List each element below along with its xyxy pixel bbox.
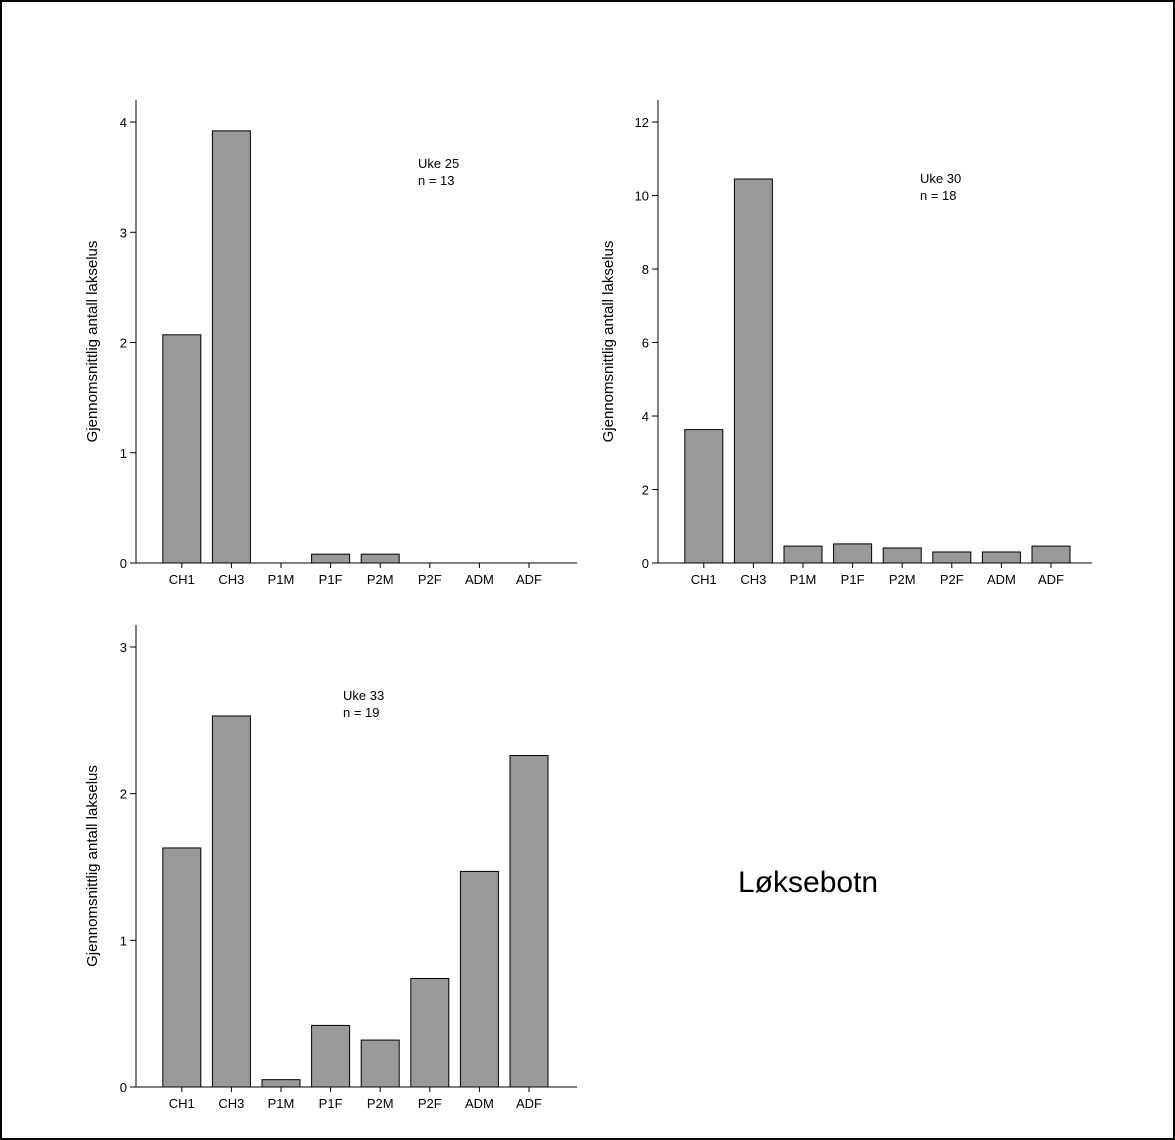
x-tick-label: CH1 [169,572,195,587]
y-tick-label: 0 [120,556,127,571]
bar [211,715,251,1088]
annotation: n = 13 [418,173,455,188]
annotation: Uke 33 [343,688,384,703]
x-tick-label: CH3 [218,572,244,587]
x-tick-label: ADF [516,1096,542,1111]
y-axis-label: Gjennomsnittlig antall lakselus [84,241,101,443]
x-tick-label: CH1 [691,572,717,587]
y-tick-label: 2 [120,787,127,802]
bar [1031,545,1071,564]
x-tick-label: CH3 [218,1096,244,1111]
y-axis-label: Gjennomsnittlig antall lakselus [84,765,101,967]
bar [684,429,724,564]
bar [162,847,202,1088]
x-tick-label: P1F [841,572,865,587]
bar [509,755,549,1088]
x-tick-label: CH3 [740,572,766,587]
annotation: n = 19 [343,705,380,720]
bar [981,551,1021,564]
y-tick-label: 10 [635,189,649,204]
bar [833,543,873,564]
x-tick-label: P2F [418,572,442,587]
x-tick-label: P2M [367,572,394,587]
site-label: Løksebotn [738,866,878,899]
bar [733,178,773,564]
bar [211,130,251,564]
y-tick-label: 4 [120,115,127,130]
annotation: Uke 30 [920,171,961,186]
annotation: Uke 25 [418,156,459,171]
bar [783,545,823,564]
bar [410,977,450,1088]
bar [360,1039,400,1088]
bar [882,547,922,564]
x-tick-label: CH1 [169,1096,195,1111]
bar [459,870,499,1088]
y-axis-label: Gjennomsnittlig antall lakselus [600,241,617,443]
bar [261,1079,301,1088]
y-tick-label: 0 [120,1080,127,1095]
x-tick-label: P2M [367,1096,394,1111]
bar [162,334,202,564]
bar [360,553,400,564]
x-tick-label: P1M [268,572,295,587]
annotation: n = 18 [920,188,957,203]
y-tick-label: 8 [642,262,649,277]
x-tick-label: P1M [790,572,817,587]
x-tick-label: P1M [268,1096,295,1111]
y-tick-label: 4 [642,409,649,424]
x-tick-label: ADF [516,572,542,587]
bar [311,553,351,564]
x-tick-label: P2M [889,572,916,587]
y-tick-label: 1 [120,933,127,948]
x-tick-label: ADM [465,1096,494,1111]
y-tick-label: 2 [120,336,127,351]
x-tick-label: P2F [940,572,964,587]
y-tick-label: 2 [642,483,649,498]
x-tick-label: ADF [1038,572,1064,587]
x-tick-label: ADM [987,572,1016,587]
y-tick-label: 12 [635,115,649,130]
y-tick-label: 0 [642,556,649,571]
y-tick-label: 6 [642,336,649,351]
bar [311,1024,351,1088]
x-tick-label: P2F [418,1096,442,1111]
x-tick-label: P1F [319,572,343,587]
x-tick-label: ADM [465,572,494,587]
x-tick-label: P1F [319,1096,343,1111]
y-tick-label: 3 [120,225,127,240]
y-tick-label: 1 [120,446,127,461]
y-tick-label: 3 [120,640,127,655]
bar [932,551,972,564]
